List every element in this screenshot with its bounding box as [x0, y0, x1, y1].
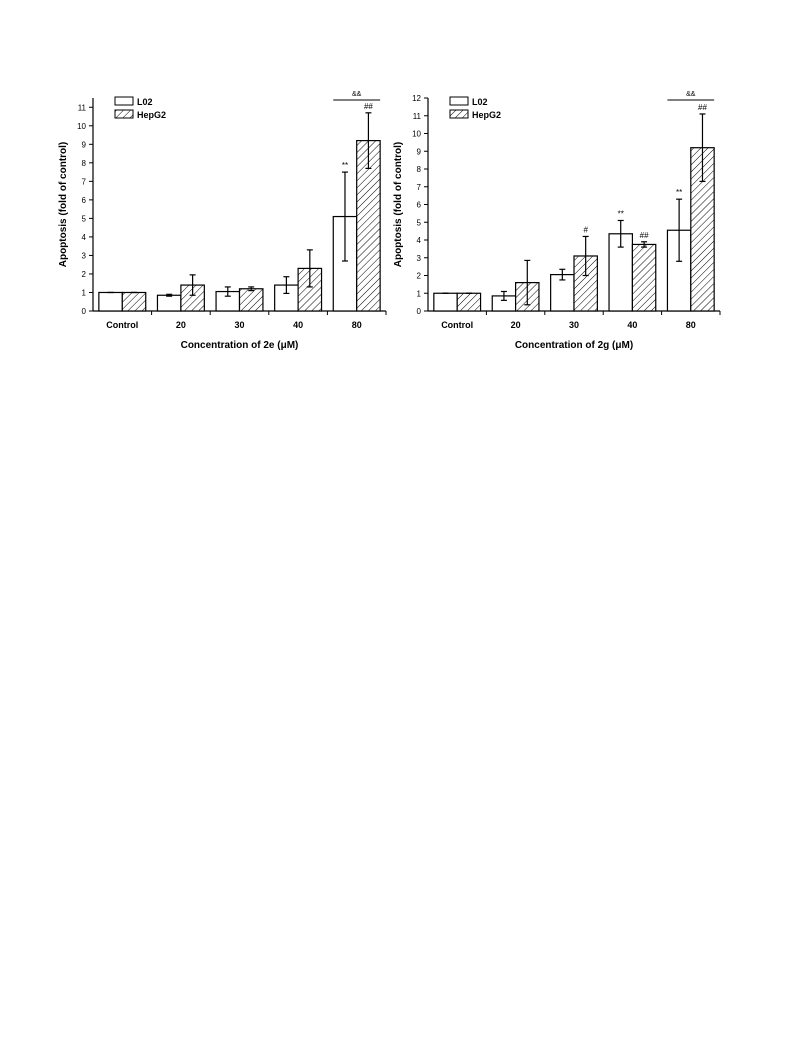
error-bar — [699, 113, 706, 183]
legend-swatch — [449, 96, 469, 106]
x-tick-label: 80 — [686, 320, 696, 330]
y-tick-label: 9 — [82, 140, 87, 149]
x-tick-label: 80 — [352, 320, 362, 330]
error-bar — [617, 219, 624, 248]
y-tick-label: 1 — [82, 288, 87, 297]
y-tick-label: 12 — [412, 94, 421, 103]
y-tick-label: 7 — [417, 183, 422, 192]
error-bar — [676, 198, 683, 262]
x-tick-label: Control — [106, 320, 138, 330]
y-tick-label: 5 — [82, 214, 87, 223]
y-axis-label: Apoptosis (fold of control) — [393, 142, 404, 268]
y-tick-label: 7 — [82, 177, 87, 186]
y-tick-label: 8 — [82, 159, 87, 168]
y-tick-label: 6 — [417, 201, 422, 210]
x-tick-label: Control — [441, 320, 473, 330]
bar — [456, 292, 482, 312]
legend-swatch — [114, 109, 134, 119]
legend-swatch — [114, 96, 134, 106]
x-axis-label: Concentration of 2e (μM) — [181, 340, 299, 351]
annotation: ## — [698, 103, 707, 112]
legend-label: L02 — [472, 97, 488, 107]
legend-label: HepG2 — [472, 110, 501, 120]
error-bar — [524, 259, 531, 306]
y-tick-label: 10 — [412, 130, 421, 139]
y-tick-label: 2 — [82, 270, 87, 279]
y-tick-label: 3 — [417, 254, 422, 263]
y-tick-label: 11 — [78, 103, 87, 112]
bar — [121, 291, 147, 312]
annotation: ## — [640, 231, 649, 240]
x-tick-label: 30 — [234, 320, 244, 330]
y-tick-label: 8 — [417, 165, 422, 174]
y-tick-label: 10 — [77, 122, 86, 131]
bar — [156, 294, 182, 312]
y-tick-label: 11 — [413, 112, 422, 121]
y-tick-label: 0 — [82, 307, 87, 316]
y-tick-label: 5 — [417, 218, 422, 227]
legend-label: L02 — [137, 97, 153, 107]
error-bar — [248, 286, 255, 292]
y-axis-label: Apoptosis (fold of control) — [58, 142, 69, 268]
annotation: ** — [342, 161, 348, 170]
error-bar — [166, 293, 173, 297]
error-bar — [500, 290, 507, 301]
x-axis-label: Concentration of 2g (μM) — [515, 340, 633, 351]
y-tick-label: 1 — [417, 289, 422, 298]
y-tick-label: 9 — [417, 147, 422, 156]
y-tick-label: 0 — [417, 307, 422, 316]
legend-swatch — [449, 109, 469, 119]
x-tick-label: 20 — [176, 320, 186, 330]
bar — [98, 291, 123, 312]
y-tick-label: 4 — [417, 236, 422, 245]
annotation: ** — [676, 188, 682, 197]
y-tick-label: 3 — [82, 251, 87, 260]
x-tick-label: 30 — [569, 320, 579, 330]
x-tick-label: 40 — [293, 320, 303, 330]
bar — [631, 243, 657, 312]
error-bar — [582, 235, 589, 277]
bar — [433, 292, 458, 312]
error-bar — [189, 274, 196, 296]
annotation: ** — [618, 209, 624, 218]
annotation: ## — [364, 102, 373, 111]
x-tick-label: 20 — [511, 320, 521, 330]
y-tick-label: 2 — [417, 272, 422, 281]
error-bar — [341, 171, 348, 262]
annotation: && — [686, 91, 696, 98]
annotation: # — [583, 225, 588, 234]
x-tick-label: 40 — [627, 320, 637, 330]
y-tick-label: 4 — [82, 233, 87, 242]
annotation: && — [352, 91, 362, 98]
error-bar — [224, 286, 231, 297]
bar — [238, 288, 264, 312]
error-bar — [365, 112, 372, 169]
legend-label: HepG2 — [137, 110, 166, 120]
error-bar — [641, 241, 648, 248]
error-bar — [306, 249, 313, 288]
y-tick-label: 6 — [82, 196, 87, 205]
error-bar — [283, 276, 290, 295]
error-bar — [559, 268, 566, 281]
